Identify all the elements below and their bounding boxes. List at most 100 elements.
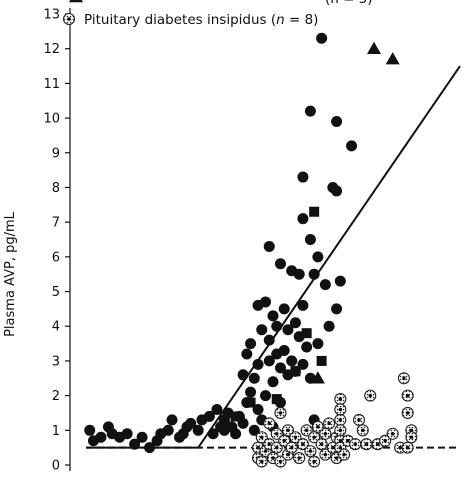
data-point-triangle: [69, 0, 83, 3]
dotted-circle-center: [263, 449, 268, 453]
data-point-dotted-circle: [401, 389, 414, 402]
y-tick-label: 3: [52, 354, 60, 369]
data-point-circle: [331, 185, 343, 197]
dotted-circle-center: [338, 438, 343, 443]
data-point-square: [316, 355, 327, 366]
data-point-triangle: [385, 52, 400, 65]
data-point-circle: [331, 116, 343, 128]
data-point-circle: [278, 345, 290, 357]
data-point-square: [271, 394, 282, 405]
data-point-circle: [263, 355, 275, 367]
data-point-dotted-circle: [360, 438, 373, 451]
y-tick-label: 10: [43, 112, 60, 127]
data-point-dotted-circle: [300, 424, 313, 437]
data-point-circle: [162, 424, 174, 436]
data-point-circle: [192, 424, 204, 436]
data-point-dotted-circle: [334, 393, 347, 406]
dotted-circle-center: [375, 442, 380, 446]
data-point-circle: [207, 428, 219, 440]
dotted-circle-center: [368, 393, 373, 398]
data-point-triangle: [366, 41, 381, 54]
data-point-circle: [260, 296, 272, 308]
data-point-circle: [267, 310, 279, 322]
dotted-circle-center: [316, 425, 320, 429]
dotted-circle-center: [405, 445, 410, 450]
dotted-circle-center: [331, 445, 335, 450]
dotted-circle-center: [304, 428, 309, 433]
data-point-circle: [346, 140, 358, 152]
data-point-circle: [248, 424, 260, 436]
data-point-circle: [245, 386, 257, 398]
data-point-dotted-circle: [304, 445, 317, 458]
dotted-circle-center: [357, 418, 361, 422]
dotted-circle-center: [338, 397, 343, 401]
dotted-circle-center: [267, 421, 272, 426]
data-point-circle: [312, 338, 324, 350]
dotted-circle-center: [293, 435, 298, 440]
dotted-circle-center: [409, 428, 414, 433]
data-point-dotted-circle: [281, 424, 295, 437]
dotted-circle-center: [278, 459, 283, 464]
data-point-square: [245, 397, 256, 408]
dotted-circle-center: [360, 428, 365, 433]
data-point-circle: [144, 442, 156, 454]
data-point-dotted-circle: [296, 438, 309, 451]
data-point-dotted-circle: [379, 434, 392, 447]
dotted-circle-center: [353, 442, 358, 446]
data-point-dotted-circle: [274, 455, 287, 468]
dotted-circle-center: [301, 442, 305, 446]
data-point-circle: [304, 234, 316, 245]
dotted-circle-center: [323, 452, 328, 457]
dotted-circle-center: [286, 452, 290, 457]
data-point-circle: [260, 390, 272, 402]
y-tick-label: 9: [52, 146, 60, 161]
data-point-dotted-circle: [323, 417, 336, 430]
data-point-circle: [166, 414, 178, 426]
dotted-circle-center: [319, 442, 324, 446]
dotted-circle-center: [282, 438, 287, 443]
data-point-square: [301, 328, 312, 339]
data-point-dotted-circle: [270, 441, 283, 454]
legend-entry-text-2: Pituitary diabetes insipidus (n = 8): [84, 12, 318, 28]
data-point-circle: [297, 171, 309, 183]
data-point-circle: [256, 324, 268, 336]
data-point-dotted-circle: [308, 431, 321, 444]
data-point-dotted-circle: [334, 424, 347, 437]
data-point-circle: [267, 376, 279, 388]
data-point-circle: [203, 410, 215, 422]
data-point-circle: [312, 251, 324, 263]
data-point-dotted-circle: [255, 455, 268, 468]
dotted-circle-center: [274, 431, 279, 436]
regression-line: [86, 65, 461, 449]
data-point-dotted-circle: [334, 413, 347, 426]
dotted-circle-center: [338, 445, 343, 450]
data-point-circle: [218, 424, 230, 436]
dotted-circle-center: [297, 456, 301, 460]
data-point-circle: [177, 428, 189, 440]
y-tick-label: 0: [52, 459, 60, 474]
data-point-square: [309, 206, 320, 217]
dotted-circle-center: [409, 435, 414, 440]
dotted-circle-center: [405, 393, 410, 398]
dotted-circle-center: [398, 445, 402, 450]
dotted-circle-center: [289, 445, 294, 450]
data-point-circle: [136, 431, 148, 443]
data-point-dotted-circle: [349, 438, 362, 451]
dotted-circle-center: [278, 411, 283, 415]
data-point-dotted-circle: [401, 406, 414, 420]
data-point-circle: [121, 428, 133, 440]
data-point-circle: [252, 358, 264, 370]
data-point-square: [290, 366, 301, 377]
data-point-dotted-circle: [352, 413, 366, 426]
data-point-dotted-circle: [308, 455, 321, 468]
dotted-circle-center: [274, 445, 279, 450]
data-point-circle: [237, 369, 249, 381]
y-tick-label: 2: [52, 389, 60, 404]
data-point-dotted-circle: [315, 438, 328, 451]
data-point-dotted-circle: [334, 403, 347, 416]
data-point-triangle: [310, 371, 325, 384]
dotted-circle-center: [271, 456, 275, 460]
dotted-circle-center: [338, 418, 343, 422]
y-tick-label: 5: [52, 285, 60, 300]
